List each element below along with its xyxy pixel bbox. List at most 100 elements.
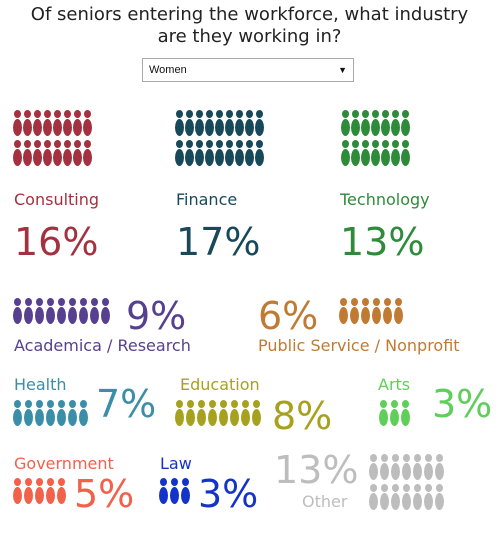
person-icon bbox=[380, 454, 389, 480]
title-line-1: Of seniors entering the workforce, what … bbox=[30, 4, 469, 25]
person-icon bbox=[215, 140, 224, 166]
finance-label: Finance bbox=[176, 190, 238, 209]
arts-label: Arts bbox=[378, 375, 411, 394]
finance-people-icons bbox=[175, 110, 266, 170]
person-icon bbox=[13, 400, 22, 426]
consulting-label: Consulting bbox=[14, 190, 100, 209]
person-icon bbox=[159, 478, 168, 504]
person-icon bbox=[390, 400, 399, 426]
person-icon bbox=[13, 140, 22, 166]
education-people-icons bbox=[175, 400, 264, 430]
person-icon bbox=[219, 400, 228, 426]
gender-select-value: Women bbox=[149, 64, 187, 76]
person-icon bbox=[235, 110, 244, 136]
person-icon bbox=[350, 298, 359, 324]
person-icon bbox=[424, 484, 433, 510]
chart-title: Of seniors entering the workforce, what … bbox=[0, 4, 499, 48]
person-icon bbox=[35, 478, 44, 504]
public-service-people-icons bbox=[339, 298, 406, 328]
person-icon bbox=[225, 140, 234, 166]
person-icon bbox=[339, 298, 348, 324]
person-icon bbox=[391, 110, 400, 136]
person-icon bbox=[383, 298, 392, 324]
person-icon bbox=[401, 400, 410, 426]
person-icon bbox=[379, 400, 388, 426]
person-icon bbox=[235, 140, 244, 166]
person-icon bbox=[361, 298, 370, 324]
person-icon bbox=[371, 110, 380, 136]
person-icon bbox=[53, 110, 62, 136]
person-icon bbox=[341, 140, 350, 166]
technology-label: Technology bbox=[340, 190, 430, 209]
person-icon bbox=[255, 140, 264, 166]
person-icon bbox=[73, 140, 82, 166]
health-percent: 7% bbox=[96, 382, 157, 426]
title-line-2: are they working in? bbox=[157, 26, 342, 47]
person-icon bbox=[205, 110, 214, 136]
person-icon bbox=[435, 454, 444, 480]
person-icon bbox=[83, 140, 92, 166]
person-icon bbox=[24, 400, 33, 426]
person-icon bbox=[175, 110, 184, 136]
person-icon bbox=[53, 140, 62, 166]
person-icon bbox=[185, 110, 194, 136]
person-icon bbox=[46, 478, 55, 504]
person-icon bbox=[361, 110, 370, 136]
person-icon bbox=[43, 110, 52, 136]
other-people-icons bbox=[369, 454, 447, 514]
person-icon bbox=[186, 400, 195, 426]
person-icon bbox=[401, 110, 410, 136]
person-icon bbox=[255, 110, 264, 136]
person-icon bbox=[181, 478, 190, 504]
person-icon bbox=[208, 400, 217, 426]
government-label: Government bbox=[14, 454, 114, 473]
gender-select[interactable]: Women ▼ bbox=[142, 58, 354, 82]
health-people-icons bbox=[13, 400, 91, 430]
person-icon bbox=[351, 140, 360, 166]
chevron-down-icon: ▼ bbox=[338, 65, 347, 75]
person-icon bbox=[33, 110, 42, 136]
person-icon bbox=[394, 298, 403, 324]
academica-people-icons bbox=[13, 298, 113, 328]
person-icon bbox=[369, 484, 378, 510]
academica-label: Academica / Research bbox=[14, 336, 191, 355]
person-icon bbox=[24, 478, 33, 504]
finance-percent: 17% bbox=[176, 220, 261, 264]
person-icon bbox=[215, 110, 224, 136]
person-icon bbox=[197, 400, 206, 426]
person-icon bbox=[57, 478, 66, 504]
person-icon bbox=[195, 110, 204, 136]
person-icon bbox=[43, 140, 52, 166]
person-icon bbox=[35, 400, 44, 426]
person-icon bbox=[381, 110, 390, 136]
consulting-people-icons bbox=[13, 110, 94, 170]
person-icon bbox=[68, 298, 77, 324]
other-percent: 13% bbox=[274, 448, 359, 492]
person-icon bbox=[35, 298, 44, 324]
person-icon bbox=[402, 484, 411, 510]
person-icon bbox=[361, 140, 370, 166]
person-icon bbox=[101, 298, 110, 324]
person-icon bbox=[225, 110, 234, 136]
person-icon bbox=[391, 484, 400, 510]
person-icon bbox=[90, 298, 99, 324]
person-icon bbox=[372, 298, 381, 324]
health-label: Health bbox=[14, 375, 67, 394]
person-icon bbox=[79, 298, 88, 324]
person-icon bbox=[57, 298, 66, 324]
person-icon bbox=[63, 140, 72, 166]
person-icon bbox=[46, 298, 55, 324]
consulting-percent: 16% bbox=[14, 220, 99, 264]
academica-percent: 9% bbox=[126, 294, 187, 338]
person-icon bbox=[230, 400, 239, 426]
person-icon bbox=[170, 478, 179, 504]
other-label: Other bbox=[302, 492, 348, 511]
person-icon bbox=[73, 110, 82, 136]
person-icon bbox=[341, 110, 350, 136]
person-icon bbox=[57, 400, 66, 426]
person-icon bbox=[13, 298, 22, 324]
person-icon bbox=[252, 400, 261, 426]
arts-people-icons bbox=[379, 400, 413, 430]
law-percent: 3% bbox=[198, 472, 259, 516]
person-icon bbox=[245, 140, 254, 166]
